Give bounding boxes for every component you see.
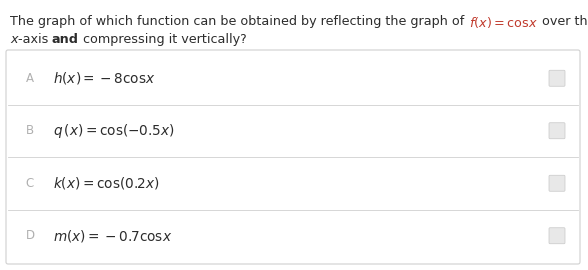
Text: C: C xyxy=(26,177,34,190)
Text: $k(x)=\cos(0.2x)$: $k(x)=\cos(0.2x)$ xyxy=(53,175,160,191)
Text: over the: over the xyxy=(538,15,588,28)
FancyBboxPatch shape xyxy=(549,70,565,86)
Text: B: B xyxy=(26,124,34,137)
Text: $m(x)=-0.7\mathrm{cos}x$: $m(x)=-0.7\mathrm{cos}x$ xyxy=(53,228,172,244)
FancyBboxPatch shape xyxy=(549,123,565,139)
FancyBboxPatch shape xyxy=(549,175,565,191)
Text: x: x xyxy=(10,33,18,46)
Text: and: and xyxy=(52,33,79,46)
FancyBboxPatch shape xyxy=(549,228,565,244)
FancyBboxPatch shape xyxy=(6,50,580,264)
Text: The graph of which function can be obtained by reflecting the graph of: The graph of which function can be obtai… xyxy=(10,15,468,28)
Text: D: D xyxy=(25,229,35,242)
Text: $q\,(x)=\cos(-0.5x)$: $q\,(x)=\cos(-0.5x)$ xyxy=(53,122,175,140)
Text: $f(x)=\mathrm{cos}x$: $f(x)=\mathrm{cos}x$ xyxy=(469,15,538,30)
Text: $h(x)=-8\mathrm{cos}x$: $h(x)=-8\mathrm{cos}x$ xyxy=(53,70,156,86)
Text: -axis: -axis xyxy=(18,33,52,46)
Text: A: A xyxy=(26,72,34,85)
Text: compressing it vertically?: compressing it vertically? xyxy=(79,33,246,46)
